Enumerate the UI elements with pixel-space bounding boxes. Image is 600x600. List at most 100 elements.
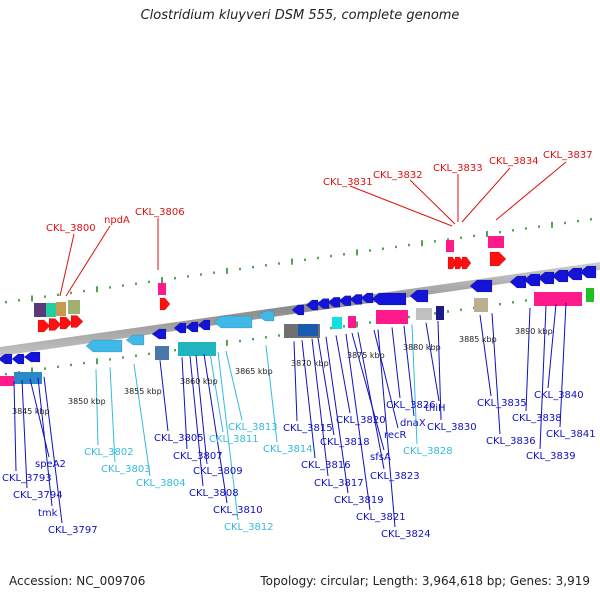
gene-arrow (316, 298, 330, 309)
bottom-gene-label: CKL_3819 (334, 495, 384, 506)
ruler-label: 3855 kbp (124, 387, 162, 396)
leader-line (547, 304, 557, 389)
bottom-gene-label: CKL_3805 (154, 433, 204, 444)
bottom-gene-label: speA2 (35, 459, 66, 470)
leader-line (37, 377, 53, 507)
leader-line (203, 354, 228, 504)
gene-arrow (197, 319, 211, 331)
bottom-gene-label: CKL_3823 (370, 471, 420, 482)
gene-arrow (565, 267, 583, 281)
bottom-gene-label: CKL_3820 (336, 415, 386, 426)
leader-line (21, 379, 28, 489)
top-gene-label: npdA (104, 215, 130, 226)
top-gene-label: CKL_3832 (373, 170, 423, 181)
ruler-label: 3870 kbp (291, 359, 329, 368)
bottom-gene-label: CKL_3815 (283, 423, 333, 434)
label-leader-lines (13, 161, 567, 528)
bottom-gene-label: CKL_3821 (356, 512, 406, 523)
bottom-gene-label: thiH (425, 403, 446, 414)
gene-arrow (454, 256, 465, 270)
gene-arrow (257, 310, 275, 322)
leader-line (13, 381, 17, 472)
bottom-gene-label: CKL_3812 (224, 522, 274, 533)
gene-block (298, 324, 318, 336)
gene-arrow (338, 295, 352, 307)
gene-arrow (409, 289, 429, 303)
ruler-label: 3885 kbp (459, 335, 497, 344)
leader-line (209, 353, 224, 433)
gene-block (474, 298, 488, 312)
gene-block (178, 342, 216, 356)
bottom-gene-label: CKL_3814 (263, 444, 313, 455)
ruler-label: 3880 kbp (403, 343, 441, 352)
gene-arrow (371, 292, 407, 306)
leader-line (335, 335, 351, 414)
gene-arrow (11, 353, 25, 365)
map-title: Clostridium kluyveri DSM 555, complete g… (140, 8, 460, 23)
bottom-gene-label: CKL_3841 (546, 429, 596, 440)
leader-line (311, 338, 329, 477)
gene-arrow (537, 271, 555, 285)
bottom-gene-label: CKL_3830 (427, 422, 477, 433)
gene-arrow (523, 273, 541, 287)
leader-line (293, 341, 298, 422)
bottom-gene-label: CKL_3793 (2, 473, 52, 484)
bottom-gene-label: CKL_3803 (101, 464, 151, 475)
gene-arrow (447, 256, 458, 270)
leader-line (391, 327, 401, 399)
leader-line (189, 356, 204, 487)
top-gene-label: CKL_3837 (543, 150, 593, 161)
gene-arrow (579, 265, 597, 279)
leader-line (301, 340, 316, 459)
leader-line (461, 167, 511, 223)
leader-line (159, 360, 169, 432)
gene-arrow (23, 351, 41, 363)
ruler-label: 3850 kbp (68, 397, 106, 406)
ruler-label: 3890 kbp (515, 327, 553, 336)
gene-block (46, 303, 56, 317)
gene-block (332, 317, 342, 329)
gene-arrow (48, 318, 62, 331)
gene-arrow (551, 269, 569, 283)
leader-line (133, 363, 151, 477)
gene-features (0, 236, 597, 386)
bottom-gene-label: CKL_3804 (136, 478, 186, 489)
ruler-label: 3875 kbp (347, 351, 385, 360)
gene-block (488, 236, 504, 248)
leader-line (479, 314, 492, 397)
bottom-gene-label: CKL_3809 (193, 466, 243, 477)
leader-line (425, 322, 440, 402)
leader-line (265, 345, 278, 443)
gene-arrow (489, 251, 507, 267)
leader-line (217, 352, 239, 521)
bottom-gene-label: CKL_3824 (381, 529, 431, 540)
ruler-label: 3860 kbp (180, 377, 218, 386)
bottom-gene-label: dnaX (400, 418, 426, 429)
bottom-gene-label: recR (384, 430, 407, 441)
bottom-gene-label: CKL_3810 (213, 505, 263, 516)
leader-line (225, 350, 243, 421)
leader-line (351, 333, 385, 451)
gene-block (56, 302, 66, 316)
accession-text: Accession: NC_009706 (9, 574, 146, 588)
gene-arrow (509, 275, 527, 289)
bottom-gene-label: CKL_3828 (403, 446, 453, 457)
leader-line (43, 376, 63, 524)
bottom-gene-label: CKL_3826 (386, 400, 436, 411)
genome-summary-text: Topology: circular; Length: 3,964,618 bp… (260, 574, 590, 588)
gene-block (376, 310, 408, 324)
gene-block (446, 240, 454, 252)
bottom-gene-label: CKL_3840 (534, 390, 584, 401)
leader-line (559, 302, 567, 428)
leader-line (29, 378, 50, 458)
leader-line (325, 336, 349, 494)
gene-arrow (85, 339, 123, 353)
gene-arrow (349, 294, 363, 305)
bottom-gene-label: tmk (38, 508, 58, 519)
leader-line (65, 225, 111, 297)
gene-arrow (151, 328, 167, 340)
bottom-gene-label: CKL_3818 (320, 437, 370, 448)
bottom-gene-label: CKL_3808 (189, 488, 239, 499)
